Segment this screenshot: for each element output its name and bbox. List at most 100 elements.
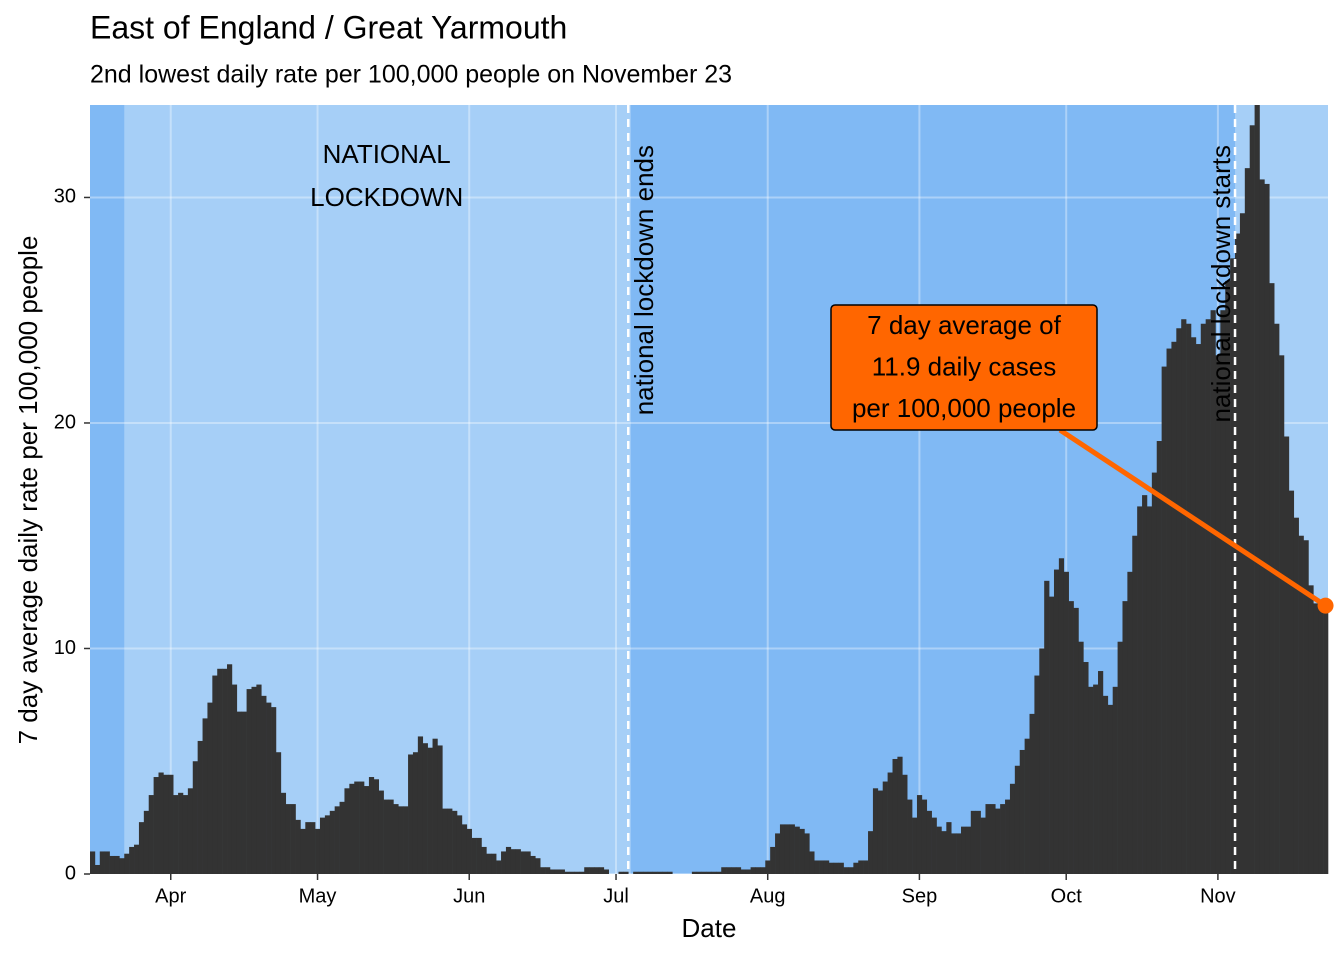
bar [143,810,150,874]
bar [178,792,184,874]
bar [168,774,174,874]
bar [315,828,321,874]
bar [422,743,428,874]
bar [1122,601,1128,874]
bar [222,668,228,874]
bar [368,777,375,874]
bar [1259,179,1265,874]
bar [476,837,482,874]
bar [452,810,458,874]
bar [412,752,419,874]
bar [491,853,497,874]
bar [501,851,507,874]
bar [153,777,159,874]
bar [285,804,291,874]
bar [1053,569,1060,874]
bar [1088,686,1094,874]
y-tick-label: 20 [54,411,76,433]
bar [745,869,751,874]
bar [1279,355,1285,874]
bar [510,849,517,874]
x-tick-label: Apr [155,885,186,907]
bar [584,867,590,874]
bar [398,806,404,874]
bar [403,806,409,874]
bar [657,871,663,874]
x-tick-label: Oct [1051,885,1083,907]
bar [1034,675,1040,874]
bar [828,862,835,874]
bar [138,822,145,874]
bar [1005,799,1011,874]
bar [271,707,277,874]
bar [90,851,96,874]
bar [775,833,781,874]
bar [980,817,986,874]
bar [119,858,125,874]
bar [564,871,570,874]
bar [804,833,810,874]
bar [486,853,492,874]
y-tick-label: 30 [54,186,76,208]
bar [1308,585,1314,874]
bar [549,869,556,874]
bar [1112,686,1118,874]
bar [1044,580,1050,874]
bar [545,867,551,874]
bar [1132,535,1138,874]
y-axis-label: 7 day average daily rate per 100,000 peo… [13,236,43,745]
bar [716,871,722,874]
bar [334,806,340,874]
bar [1029,713,1035,874]
bar [280,792,287,874]
bar [442,808,448,874]
bar [965,826,972,874]
bar [236,711,242,874]
bar [1274,323,1280,874]
bar [212,675,218,874]
bar [182,795,189,874]
bar [1254,105,1260,874]
bar [1215,355,1221,874]
bar [887,772,893,874]
bar [863,860,869,874]
bar [310,822,316,874]
bar [1303,540,1309,874]
bar [344,788,350,874]
bar [275,752,282,874]
bar [853,862,859,874]
bar [907,799,913,874]
annotation-text: 7 day average of [867,310,1061,340]
bar [858,860,864,874]
bar [505,846,512,874]
chart-title: East of England / Great Yarmouth [90,9,567,45]
bar [461,824,468,874]
x-tick-label: Jun [453,885,485,907]
bar [603,869,609,874]
bar [437,745,443,874]
bar [1293,517,1299,874]
bar [843,867,849,874]
bar [760,867,766,874]
bar [408,754,414,874]
bar [765,860,771,874]
bar [1200,323,1206,874]
bar [554,869,561,874]
bar [574,871,580,874]
bar [647,871,654,874]
bar [378,790,384,874]
bar [784,824,791,874]
bar [941,831,947,874]
bar [1083,662,1089,874]
bar [256,684,262,874]
bar [109,855,115,874]
bar [158,772,164,874]
vline-label: national lockdown starts [1206,145,1236,422]
bar [877,790,884,874]
bar [848,867,854,874]
bar [114,855,120,874]
bar [300,828,306,874]
bar [295,819,301,874]
bar [1146,506,1153,874]
bar [129,846,135,874]
